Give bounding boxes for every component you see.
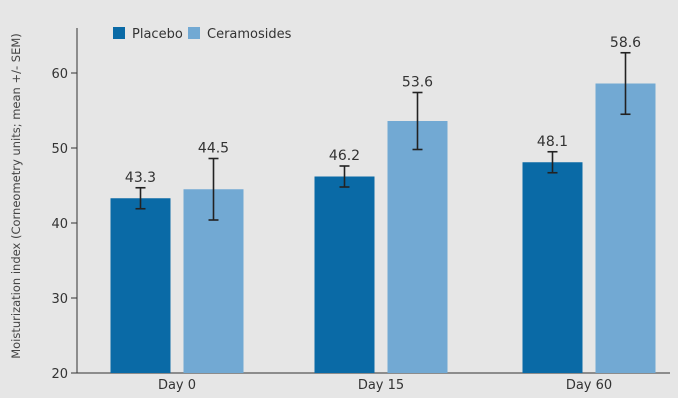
- y-tick-label: 60: [51, 67, 68, 82]
- data-label: 44.5: [198, 141, 229, 157]
- y-tick-label: 40: [51, 217, 68, 232]
- legend-swatch-placebo: [113, 27, 125, 39]
- y-axis-label: Moisturization index (Corneometry units;…: [9, 33, 23, 359]
- legend: Placebo Ceramosides: [113, 27, 292, 42]
- data-label: 46.2: [329, 148, 360, 164]
- bars: [110, 83, 656, 373]
- y-tick-label: 20: [51, 367, 68, 382]
- error-bars: [135, 51, 631, 221]
- y-tick-label: 50: [51, 142, 68, 157]
- data-label: 53.6: [402, 75, 433, 91]
- bar-ceramosides-day-60: [595, 83, 656, 373]
- bar-placebo-day-60: [522, 162, 583, 373]
- legend-label-placebo: Placebo: [132, 27, 183, 42]
- data-labels: 43.3 44.5 46.2 53.6 48.1 58.6: [125, 35, 641, 186]
- axes: 20 30 40 50 60 Day 0 Day 15 Day 60: [51, 28, 670, 393]
- y-tick-label: 30: [51, 292, 68, 307]
- legend-swatch-ceramosides: [188, 27, 200, 39]
- legend-label-ceramosides: Ceramosides: [207, 27, 292, 42]
- bar-placebo-day-15: [314, 176, 375, 373]
- x-tick-label: Day 0: [158, 378, 196, 393]
- bar-placebo-day-0: [110, 198, 171, 373]
- x-tick-label: Day 60: [566, 378, 612, 393]
- data-label: 48.1: [537, 134, 568, 150]
- x-tick-label: Day 15: [358, 378, 404, 393]
- bar-ceramosides-day-15: [387, 121, 448, 373]
- data-label: 58.6: [610, 35, 641, 51]
- data-label: 43.3: [125, 170, 156, 186]
